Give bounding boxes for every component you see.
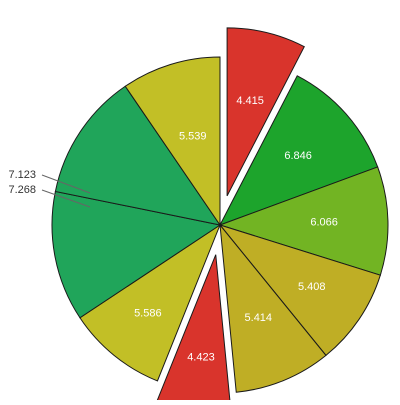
slice-label-7.123: 7.123: [8, 169, 36, 181]
labels-layer: 4.415 6.846 6.066 5.408 5.414 4.423 5.586 7.268…: [8, 95, 337, 364]
pie-slice-6.846: [218, 75, 379, 226]
pie-slice-6.066: [218, 166, 389, 276]
slice-label-6.846: 6.846: [284, 150, 312, 162]
slice-label-4.423: 4.423: [187, 352, 215, 364]
pie-slice-5.408: [218, 224, 381, 357]
pie-slice-5.586: [79, 223, 222, 382]
pie-slice-5.539: [124, 56, 221, 227]
pie-slice-7.268: [51, 190, 222, 319]
leader-line-7.268: [41, 189, 91, 208]
slice-label-4.415: 4.415: [236, 95, 264, 107]
pie-slice-5.414: [219, 223, 327, 393]
slice-label-5.586: 5.586: [134, 307, 162, 319]
slice-label-5.539: 5.539: [179, 131, 207, 143]
slice-label-7.268: 7.268: [8, 184, 36, 196]
slices-layer: [51, 27, 389, 405]
slice-label-6.066: 6.066: [310, 216, 338, 228]
pie-slice-4.423: [154, 254, 231, 405]
pie-slice-7.123: [54, 85, 222, 226]
leader-line-7.123: [41, 174, 91, 194]
pie-slice-4.415: [226, 27, 305, 197]
slice-label-5.408: 5.408: [298, 281, 326, 293]
slice-label-5.414: 5.414: [245, 312, 273, 324]
